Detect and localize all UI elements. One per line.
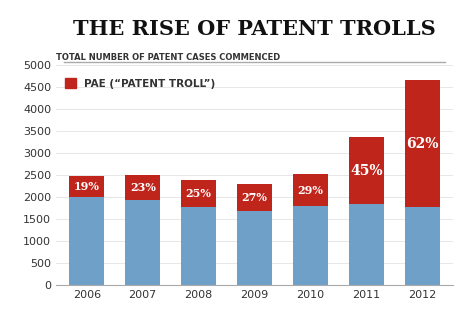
Bar [237, 211, 272, 285]
Bar [70, 176, 104, 197]
Bar [70, 197, 104, 285]
Bar [405, 207, 439, 285]
Bar [293, 206, 328, 285]
Text: 29%: 29% [297, 185, 323, 196]
Bar [237, 184, 272, 211]
Text: 45%: 45% [350, 164, 382, 178]
Bar [125, 175, 160, 200]
Text: 62%: 62% [406, 137, 439, 151]
Text: TOTAL NUMBER OF PATENT CASES COMMENCED: TOTAL NUMBER OF PATENT CASES COMMENCED [56, 54, 280, 62]
Text: THE RISE OF PATENT TROLLS: THE RISE OF PATENT TROLLS [73, 19, 436, 39]
Legend: PAE (“PATENT TROLL”): PAE (“PATENT TROLL”) [61, 74, 219, 93]
Bar [181, 180, 216, 207]
Bar [181, 207, 216, 285]
Bar [349, 204, 384, 285]
Bar [405, 80, 439, 207]
Bar [293, 174, 328, 206]
Text: 19%: 19% [74, 181, 100, 192]
Bar [125, 200, 160, 285]
Text: 27%: 27% [241, 192, 268, 203]
Bar [349, 138, 384, 204]
Text: 23%: 23% [130, 182, 156, 193]
Text: 25%: 25% [186, 188, 212, 199]
